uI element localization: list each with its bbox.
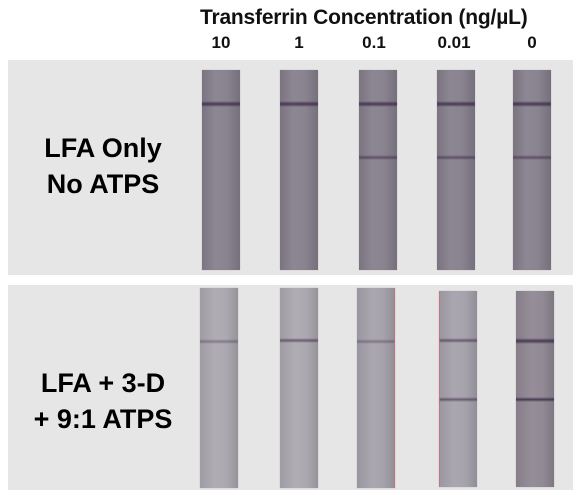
control-line bbox=[280, 338, 318, 343]
header-title: Transferrin Concentration (ng/µL) bbox=[200, 6, 528, 29]
panel-lfa-atps: LFA + 3-D + 9:1 ATPS bbox=[8, 285, 573, 490]
test-line bbox=[513, 155, 551, 160]
row-label-line2: + 9:1 ATPS bbox=[33, 404, 173, 434]
control-line bbox=[516, 338, 554, 344]
strip-edge bbox=[439, 291, 440, 487]
panel-lfa-only: LFA Only No ATPS bbox=[8, 60, 573, 275]
test-strip-0.01 bbox=[439, 291, 477, 487]
test-strip-0.1 bbox=[357, 288, 395, 488]
test-strip-0.1 bbox=[359, 70, 397, 270]
row-label-lfa-only: LFA Only No ATPS bbox=[8, 130, 198, 202]
row-label-lfa-atps: LFA + 3-D + 9:1 ATPS bbox=[8, 365, 198, 437]
test-line bbox=[439, 397, 477, 402]
test-strip-10 bbox=[200, 288, 238, 488]
control-line bbox=[513, 101, 551, 107]
test-strip-0.01 bbox=[437, 70, 475, 270]
test-strip-10 bbox=[202, 70, 240, 270]
strip-edge bbox=[394, 288, 395, 488]
test-strip-1 bbox=[280, 288, 318, 488]
concentration-label-0.01: 0.01 bbox=[437, 33, 471, 52]
concentration-label-0: 0 bbox=[527, 33, 537, 52]
test-line bbox=[437, 155, 475, 160]
row-label-line2: No ATPS bbox=[46, 169, 160, 199]
control-line bbox=[359, 101, 397, 107]
control-line bbox=[437, 101, 475, 107]
control-line bbox=[202, 101, 240, 107]
concentration-label-0.1: 0.1 bbox=[362, 33, 386, 52]
test-strip-1 bbox=[280, 70, 318, 270]
row-label-line1: LFA Only bbox=[44, 133, 162, 163]
control-line bbox=[200, 339, 238, 344]
row-label-line1: LFA + 3-D bbox=[40, 368, 166, 398]
test-strip-0 bbox=[513, 70, 551, 270]
test-line bbox=[516, 397, 554, 402]
control-line bbox=[280, 101, 318, 107]
control-line bbox=[357, 339, 395, 344]
test-strip-0 bbox=[516, 291, 554, 487]
concentration-label-1: 1 bbox=[294, 33, 304, 52]
control-line bbox=[439, 338, 477, 343]
test-line bbox=[359, 155, 397, 160]
concentration-label-10: 10 bbox=[211, 33, 231, 52]
